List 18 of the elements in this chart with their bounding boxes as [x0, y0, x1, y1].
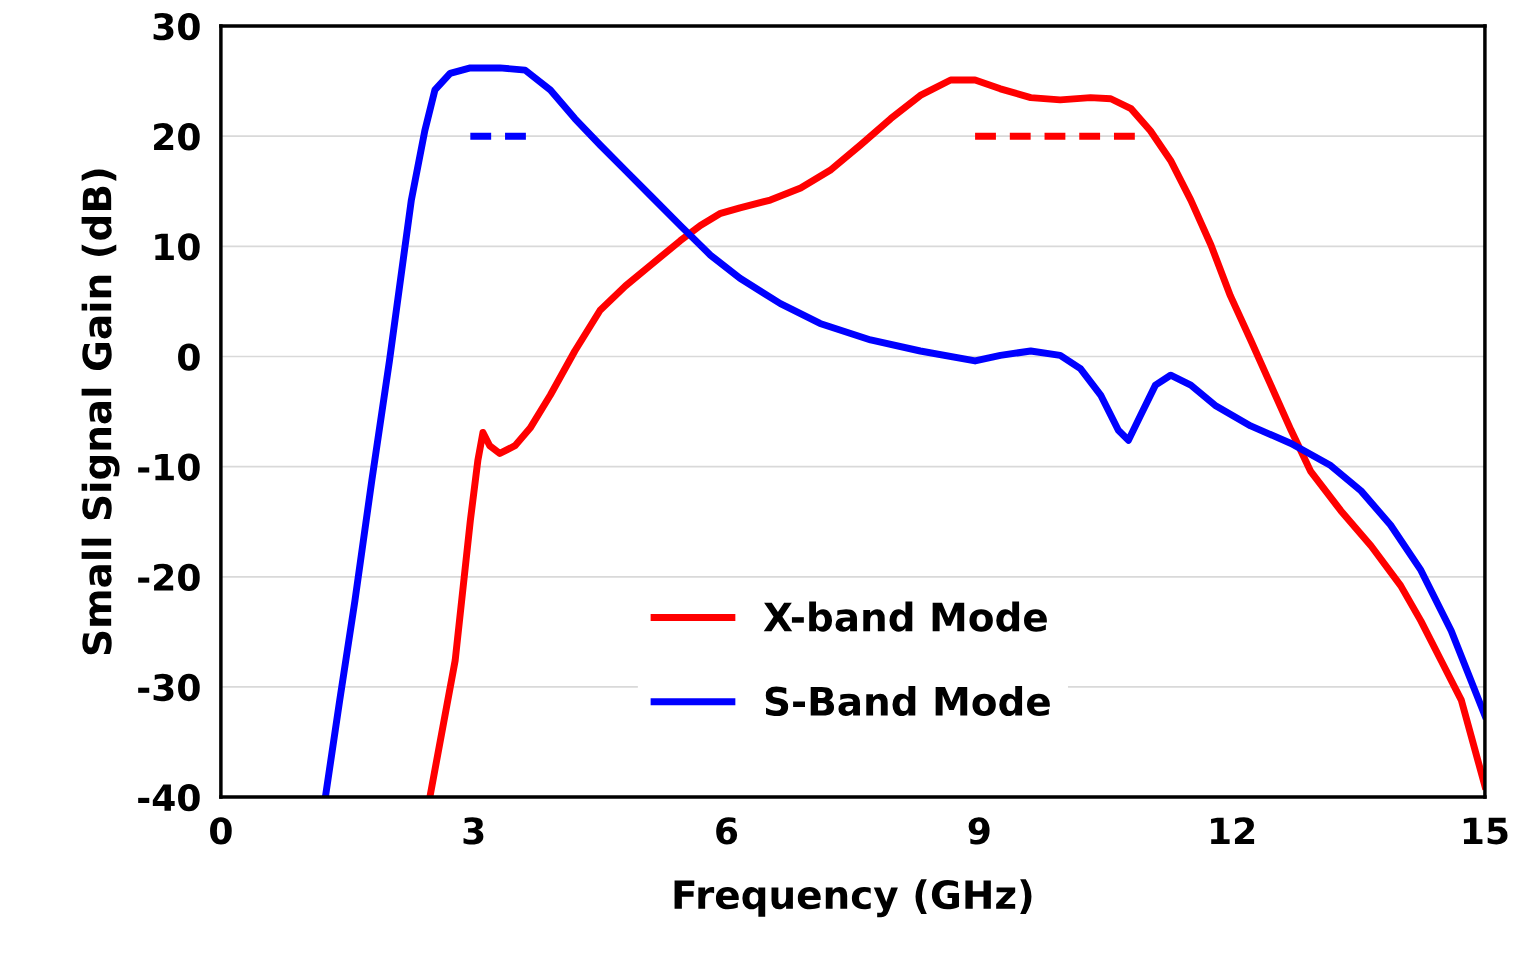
y-tick-label: 0 [178, 343, 200, 371]
y-tick-label: 10 [155, 233, 200, 261]
y-tick-label: -40 [138, 784, 200, 812]
x-axis-title: Frequency (GHz) [674, 879, 1032, 918]
y-tick-label: 30 [153, 12, 200, 41]
y-axis-title: Small Signal Gain (dB) [81, 169, 120, 655]
x-tick-label: 15 [1463, 817, 1508, 845]
y-tick-label: -20 [138, 563, 200, 592]
x-tick-label: 12 [1211, 817, 1255, 844]
legend-label: X-band Mode [763, 601, 1047, 632]
x-tick-label: 0 [210, 817, 232, 845]
y-tick-label: 20 [154, 123, 200, 151]
x-tick-label: 3 [463, 817, 484, 845]
x-tick-label: 9 [968, 817, 990, 845]
y-tick-label: -30 [138, 673, 200, 702]
x-tick-label: 6 [716, 817, 738, 845]
legend-label: S-Band Mode [765, 685, 1050, 716]
y-tick-label: -10 [138, 453, 200, 481]
